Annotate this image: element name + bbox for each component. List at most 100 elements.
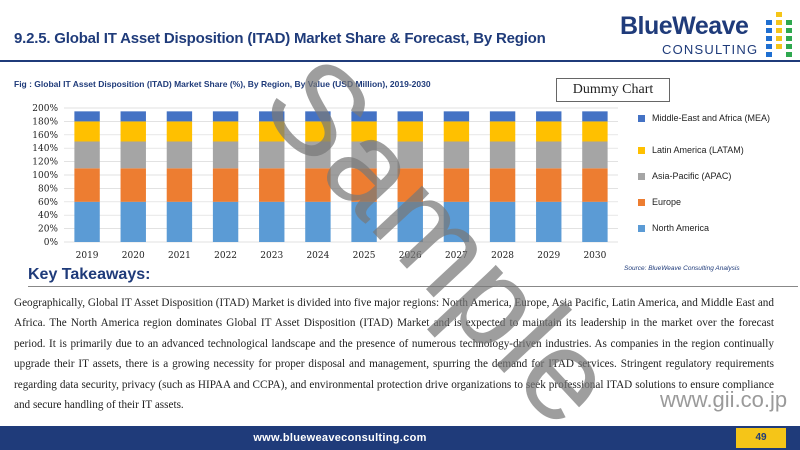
x-tick-label: 2026 xyxy=(399,251,422,261)
bar-segment xyxy=(489,201,516,242)
legend-swatch xyxy=(638,199,645,206)
logo-dot xyxy=(786,20,792,25)
bar-segment xyxy=(305,201,331,242)
bar-segment xyxy=(582,168,608,202)
bar-segment xyxy=(443,111,470,122)
bar-segment xyxy=(259,111,285,122)
bar-segment xyxy=(489,168,516,202)
logo-dot xyxy=(766,28,772,33)
bar-segment xyxy=(120,111,146,122)
bar-segment xyxy=(259,141,285,169)
bar-segment xyxy=(120,168,146,202)
bar-segment xyxy=(536,141,562,169)
page-number: 49 xyxy=(736,428,786,448)
logo-dot xyxy=(776,36,782,41)
bar-segment xyxy=(120,141,146,169)
x-tick-label: 2022 xyxy=(214,251,237,261)
bar-segment xyxy=(74,141,100,169)
bar-segment xyxy=(259,168,285,202)
page-title: 9.2.5. Global IT Asset Disposition (ITAD… xyxy=(14,30,546,47)
y-tick-label: 80% xyxy=(38,184,58,194)
bar-segment xyxy=(536,168,562,202)
legend-label: Europe xyxy=(652,197,682,207)
bar-segment xyxy=(582,201,608,242)
footer-website-link[interactable]: www.blueweaveconsulting.com xyxy=(253,432,427,444)
bar-segment xyxy=(74,111,100,122)
bar-segment xyxy=(305,141,331,169)
bar-segment xyxy=(489,141,516,169)
bar-segment xyxy=(397,168,423,202)
logo-dot xyxy=(766,52,772,57)
bar-segment xyxy=(351,111,377,122)
legend-item: Asia-Pacific (APAC) xyxy=(638,170,788,182)
y-tick-label: 160% xyxy=(32,131,58,141)
bar-segment xyxy=(443,201,470,242)
bar-segment xyxy=(582,111,608,122)
company-logo: BlueWeave CONSULTING xyxy=(620,10,795,62)
bar-segment xyxy=(443,168,470,202)
legend-swatch xyxy=(638,147,645,154)
logo-dots-icon xyxy=(766,12,792,57)
legend-swatch xyxy=(638,173,645,180)
bar-segment xyxy=(351,141,377,169)
legend-item: North America xyxy=(638,222,788,234)
bar-segment xyxy=(351,168,377,202)
stacked-bar-chart: 0% 20% 40% 60% 80% 100% 120% 140% 160% 180% 200% 20… xyxy=(32,104,618,261)
x-tick-label: 2023 xyxy=(260,251,283,261)
bar-segment xyxy=(582,121,608,142)
bar-segment xyxy=(397,201,423,242)
bar-segment xyxy=(212,111,239,122)
bar-segment xyxy=(166,168,193,202)
bar-segment xyxy=(166,201,193,242)
chart-legend: Middle-East and Africa (MEA) Latin Americ… xyxy=(638,112,788,234)
bar-segment xyxy=(166,111,193,122)
legend-item: Middle-East and Africa (MEA) xyxy=(638,112,788,124)
footer-bar: www.blueweaveconsulting.com xyxy=(0,426,800,450)
logo-dot xyxy=(766,20,772,25)
x-tick-label: 2019 xyxy=(76,251,99,261)
bar-segment xyxy=(351,121,377,142)
logo-dot xyxy=(766,44,772,49)
logo-dot xyxy=(776,12,782,17)
y-tick-label: 140% xyxy=(32,144,58,154)
bar-segment xyxy=(536,111,562,122)
logo-dot xyxy=(776,28,782,33)
figure-caption: Fig : Global IT Asset Disposition (ITAD)… xyxy=(14,79,431,89)
y-tick-label: 40% xyxy=(38,211,58,221)
bar-segment xyxy=(397,121,423,142)
legend-label: North America xyxy=(652,223,710,233)
logo-dot xyxy=(766,36,772,41)
logo-dot xyxy=(776,44,782,49)
takeaways-heading: Key Takeaways: xyxy=(28,266,151,283)
legend-label: Middle-East and Africa (MEA) xyxy=(652,113,771,123)
takeaways-paragraph: Geographically, Global IT Asset Disposit… xyxy=(14,297,774,412)
y-tick-label: 20% xyxy=(38,225,58,235)
bar-segment xyxy=(536,201,562,242)
logo-sub-text: CONSULTING xyxy=(662,42,759,57)
y-tick-label: 120% xyxy=(32,158,58,168)
logo-dot xyxy=(786,52,792,57)
bar-segment xyxy=(351,201,377,242)
title-divider xyxy=(0,60,800,62)
bar-segment xyxy=(166,121,193,142)
bar-segment xyxy=(212,141,239,169)
bar-segment xyxy=(259,201,285,242)
logo-dot xyxy=(776,20,782,25)
bar-segment xyxy=(120,201,146,242)
bar-segment xyxy=(166,141,193,169)
bar-segment xyxy=(489,121,516,142)
x-tick-label: 2028 xyxy=(491,251,514,261)
bar-segment xyxy=(443,141,470,169)
y-tick-label: 100% xyxy=(32,171,58,181)
bar-segment xyxy=(259,121,285,142)
legend-item: Europe xyxy=(638,196,788,208)
x-tick-label: 2030 xyxy=(583,251,606,261)
bar-segment xyxy=(443,121,470,142)
legend-label: Latin America (LATAM) xyxy=(652,145,744,155)
x-tick-label: 2020 xyxy=(122,251,145,261)
bar-segment xyxy=(397,111,423,122)
logo-dot xyxy=(786,36,792,41)
takeaways-divider xyxy=(28,286,798,287)
bar-segment xyxy=(582,141,608,169)
